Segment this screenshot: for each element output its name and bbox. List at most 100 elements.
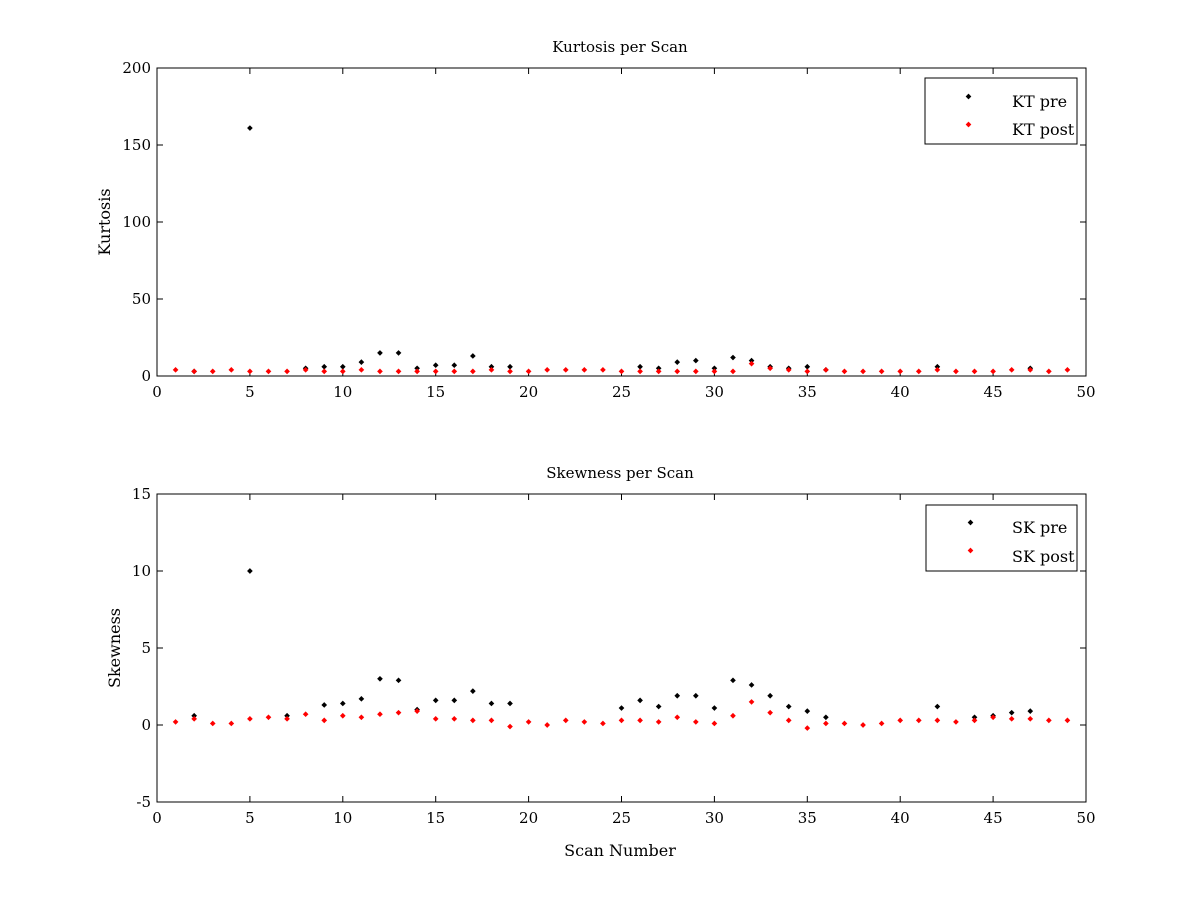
data-point-kt-pre <box>414 365 420 372</box>
data-point-kt-pre <box>934 363 941 370</box>
data-point-sk-pre <box>395 677 402 684</box>
skewness-x-tick-label: 5 <box>245 809 255 827</box>
data-point-sk-post <box>878 720 885 727</box>
data-point-kt-post <box>748 360 755 367</box>
data-point-sk-post <box>321 717 328 724</box>
data-point-sk-post <box>934 717 941 724</box>
data-point-sk-post <box>804 725 811 731</box>
data-point-sk-pre <box>971 714 978 721</box>
data-point-kt-pre <box>655 365 662 372</box>
data-point-kt-post <box>1046 368 1052 375</box>
data-point-kt-post <box>321 368 328 375</box>
data-point-kt-post <box>897 368 904 375</box>
data-point-sk-post <box>1008 716 1015 722</box>
data-point-sk-post <box>544 722 551 728</box>
legend-label-sk-post: SK post <box>1012 547 1075 566</box>
legend-marker-sk-post <box>967 547 974 554</box>
data-point-kt-post <box>358 367 365 373</box>
data-point-sk-pre <box>377 675 383 682</box>
kurtosis-x-tick-label: 25 <box>612 383 631 401</box>
data-point-sk-post <box>191 716 197 722</box>
skewness-x-tick-label: 45 <box>984 809 1003 827</box>
kurtosis-legend: KT pre KT post <box>924 77 1078 145</box>
data-point-kt-post <box>265 368 272 375</box>
data-point-sk-post <box>767 709 773 716</box>
data-point-kt-post <box>655 368 662 375</box>
data-point-sk-post <box>358 714 365 721</box>
data-point-kt-pre <box>247 125 253 131</box>
data-point-kt-post <box>618 368 625 375</box>
data-point-sk-post <box>990 714 996 721</box>
data-point-sk-pre <box>358 695 365 702</box>
data-point-sk-post <box>414 708 420 714</box>
data-point-sk-pre <box>692 692 699 699</box>
data-point-kt-post <box>934 367 941 373</box>
data-point-kt-pre <box>711 365 718 372</box>
data-point-sk-pre <box>488 700 495 707</box>
skewness-x-tick-label: 0 <box>152 809 162 827</box>
data-point-sk-pre <box>284 712 290 719</box>
data-point-kt-post <box>451 368 458 375</box>
kurtosis-x-tick-label: 45 <box>984 383 1003 401</box>
kurtosis-y-tick-label: 0 <box>141 367 151 385</box>
data-point-sk-post <box>172 719 179 725</box>
skewness-y-tick-label: 5 <box>141 639 151 657</box>
kurtosis-x-tick-label: 35 <box>798 383 817 401</box>
data-point-sk-post <box>971 717 978 724</box>
data-point-sk-post <box>377 711 383 718</box>
data-point-kt-pre <box>748 357 755 364</box>
data-point-sk-post <box>785 717 792 724</box>
skewness-legend-box <box>925 504 1078 572</box>
data-point-kt-pre <box>470 353 476 359</box>
data-point-sk-post <box>953 719 959 725</box>
data-point-sk-post <box>1064 717 1071 724</box>
kurtosis-chart-title: Kurtosis per Scan <box>552 38 688 56</box>
data-point-kt-pre <box>730 354 736 361</box>
data-point-kt-post <box>823 367 829 373</box>
data-point-sk-pre <box>470 688 476 694</box>
data-point-kt-post <box>767 365 773 372</box>
data-point-kt-post <box>209 368 216 375</box>
data-point-kt-post <box>228 367 235 373</box>
data-point-sk-pre <box>711 705 718 711</box>
data-point-sk-post <box>525 719 532 725</box>
data-point-sk-pre <box>785 703 792 710</box>
skewness-subplot: Skewness per Scan Skewness Scan Number 0… <box>105 464 1096 860</box>
data-point-kt-post <box>990 368 996 375</box>
data-point-sk-pre <box>321 702 328 708</box>
data-point-kt-post <box>1008 367 1015 373</box>
data-point-sk-pre <box>451 697 458 704</box>
data-point-kt-post <box>600 367 606 373</box>
skewness-y-tick-label: 10 <box>132 562 151 580</box>
skewness-y-axis-label: Skewness <box>105 608 124 688</box>
data-point-sk-post <box>302 711 309 718</box>
kurtosis-x-tick-label: 40 <box>891 383 910 401</box>
kurtosis-subplot: Kurtosis per Scan Kurtosis 0 5 10 15 20 25 30 3… <box>95 38 1096 401</box>
data-point-kt-post <box>711 368 718 375</box>
data-point-kt-post <box>191 368 197 375</box>
data-point-kt-pre <box>358 359 365 365</box>
data-point-sk-post <box>247 716 253 722</box>
data-point-sk-post <box>507 723 513 730</box>
data-point-sk-post <box>581 719 588 725</box>
kurtosis-ticks: 0 5 10 15 20 25 30 35 40 45 50 0 50 100 150 200 <box>122 59 1095 401</box>
data-point-sk-post <box>488 717 495 724</box>
data-point-kt-post <box>488 367 495 373</box>
data-point-kt-post <box>953 368 959 375</box>
skewness-points <box>172 568 1071 731</box>
kurtosis-x-tick-label: 30 <box>705 383 724 401</box>
data-point-kt-post <box>395 368 402 375</box>
legend-label-kt-post: KT post <box>1012 120 1075 139</box>
skewness-chart-title: Skewness per Scan <box>546 464 694 482</box>
data-point-kt-pre <box>395 350 402 356</box>
data-point-kt-post <box>247 368 253 375</box>
data-point-kt-post <box>377 368 383 375</box>
kurtosis-x-tick-label: 50 <box>1076 383 1095 401</box>
data-point-sk-post <box>228 720 235 727</box>
skewness-x-tick-label: 20 <box>519 809 538 827</box>
legend-label-kt-pre: KT pre <box>1012 92 1067 111</box>
data-point-sk-post <box>748 699 755 705</box>
kurtosis-y-tick-label: 100 <box>122 213 151 231</box>
